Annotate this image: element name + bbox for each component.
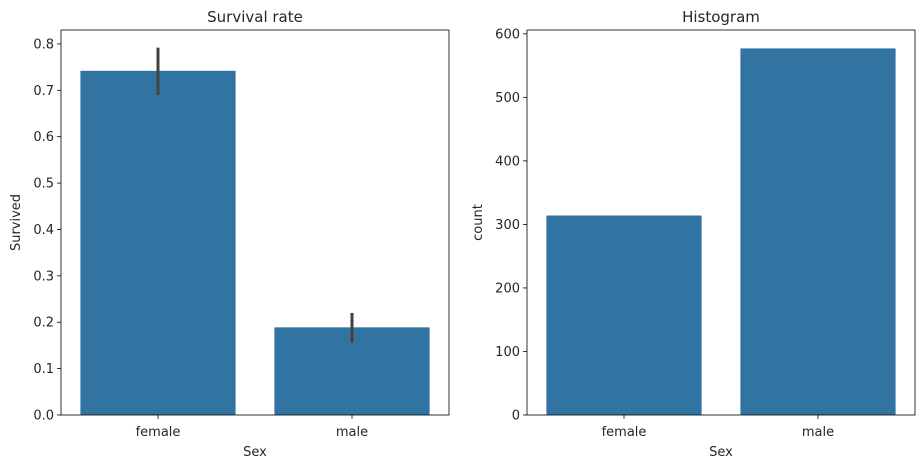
axes-frame: [60, 29, 450, 416]
y-axis-label: count: [471, 204, 486, 241]
chart-panel-1: 0 100 200 300 400 500 600 female male Histogram Se…: [471, 8, 916, 460]
y-tick-label: 0.7: [33, 84, 54, 99]
y-tick-label: 0.0: [33, 409, 54, 424]
chart-title: Survival rate: [207, 8, 303, 26]
y-tick-label: 400: [495, 154, 520, 169]
x-tick-label: male: [802, 425, 834, 440]
y-tick-label: 0.5: [33, 177, 54, 192]
y-tick-label: 100: [495, 345, 520, 360]
y-tick-label: 500: [495, 91, 520, 106]
axes-frame: [526, 29, 916, 416]
y-tick-label: 0.1: [33, 362, 54, 377]
y-tick-label: 300: [495, 218, 520, 233]
x-tick-label: female: [136, 425, 181, 440]
y-tick-label: 200: [495, 281, 520, 296]
x-tick-label: male: [336, 425, 368, 440]
y-tick-label: 0.4: [33, 223, 54, 238]
y-tick-label: 0.8: [33, 37, 54, 52]
y-tick-label: 0.2: [33, 316, 54, 331]
bar-male: [740, 48, 896, 415]
y-tick-label: 0.3: [33, 269, 54, 284]
x-tick-label: female: [602, 425, 647, 440]
chart-panel-0: 0.0 0.1 0.2 0.3 0.4 0.5 0.6 0.7 0.8 female male Sur…: [9, 8, 450, 460]
chart-title: Histogram: [682, 8, 760, 26]
y-tick-label: 0: [512, 409, 520, 424]
y-axis-label: Survived: [9, 194, 24, 251]
x-axis-label: Sex: [709, 445, 733, 460]
y-tick-label: 600: [495, 27, 520, 42]
x-axis-label: Sex: [243, 445, 267, 460]
bar-female: [546, 215, 702, 415]
bar-female: [80, 70, 236, 415]
y-tick-label: 0.6: [33, 130, 54, 145]
